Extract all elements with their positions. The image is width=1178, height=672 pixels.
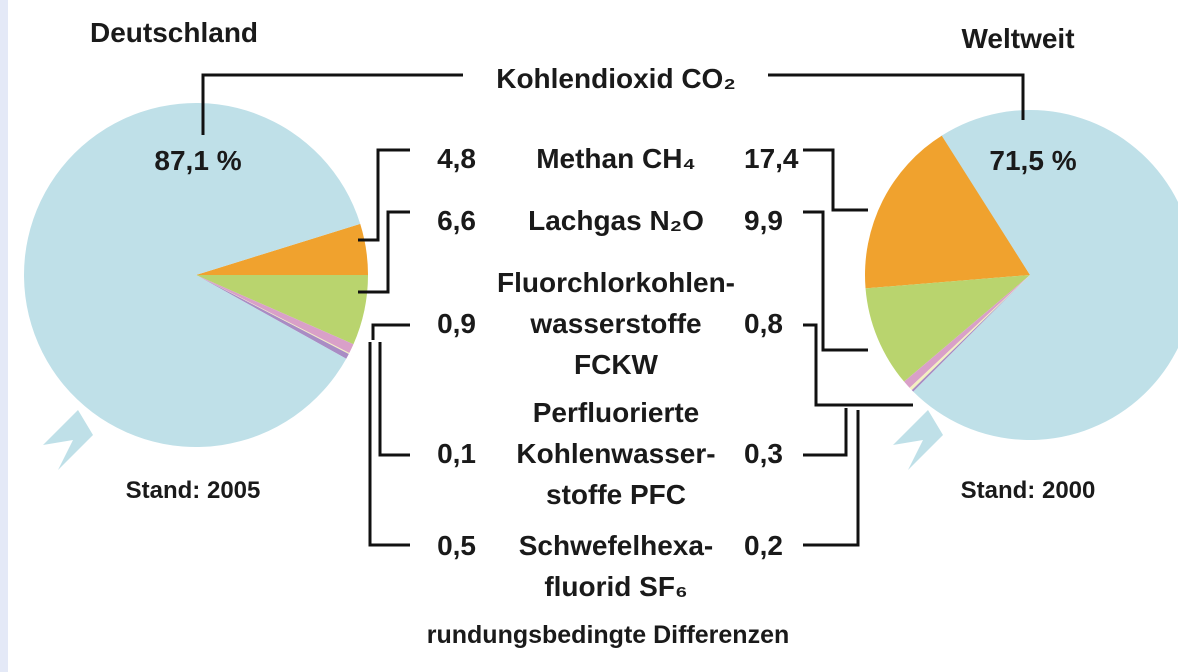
category-label: Perfluorierte Kohlenwasser- stoffe PFC — [516, 397, 716, 510]
pie-annotation: Stand: 2000 — [960, 477, 1096, 504]
pie-slice — [196, 275, 349, 359]
connector — [371, 323, 913, 407]
pie-slice — [196, 274, 368, 345]
value-label: 87,1 % — [154, 145, 242, 176]
pie-slice — [911, 275, 1030, 392]
pie-annotation: Stand: 2005 — [125, 477, 261, 504]
value-label: 0,8 — [744, 308, 783, 339]
category-label: Fluorchlorkohlen- wasserstoffe FCKW — [497, 267, 735, 380]
category-label: Methan CH₄ — [536, 143, 696, 174]
balloon-knots — [43, 410, 943, 470]
connector — [358, 210, 868, 352]
value-label: 0,1 — [437, 438, 476, 469]
pie-slice — [904, 275, 1030, 388]
pie-slice — [196, 275, 350, 354]
balloon-knot — [893, 410, 943, 470]
category-label: Lachgas N₂O — [528, 205, 704, 236]
value-label: 4,8 — [437, 143, 476, 174]
series-name: Weltweit — [961, 23, 1075, 54]
value-label: 6,6 — [437, 205, 476, 236]
value-label: 0,3 — [744, 438, 783, 469]
value-label: 0,5 — [437, 530, 476, 561]
value-label: 0,2 — [744, 530, 783, 561]
category-label: Schwefelhexa- fluorid SF₆ — [518, 530, 714, 602]
chart — [24, 73, 1178, 547]
connector — [201, 73, 1025, 135]
connector — [358, 148, 868, 242]
pie-slice — [913, 110, 1178, 440]
pie-slice — [196, 223, 368, 275]
connectors — [201, 73, 1025, 547]
connector — [378, 342, 848, 457]
value-label: 17,4 — [744, 143, 799, 174]
series-name: Deutschland — [90, 17, 259, 48]
value-label: 71,5 % — [989, 145, 1077, 176]
value-label: 9,9 — [744, 205, 783, 236]
value-label: 0,9 — [437, 308, 476, 339]
pie-slice — [196, 275, 354, 354]
pie-slice — [909, 275, 1030, 391]
footnote: rundungsbedingte Differenzen — [426, 621, 790, 649]
balloon-knot — [43, 410, 93, 470]
pie-slice — [865, 135, 1030, 289]
pies — [24, 102, 1178, 447]
connector — [368, 342, 860, 547]
category-label: Kohlendioxid CO₂ — [496, 63, 736, 94]
pie-slice — [24, 102, 361, 447]
pie-slice — [865, 275, 1030, 382]
